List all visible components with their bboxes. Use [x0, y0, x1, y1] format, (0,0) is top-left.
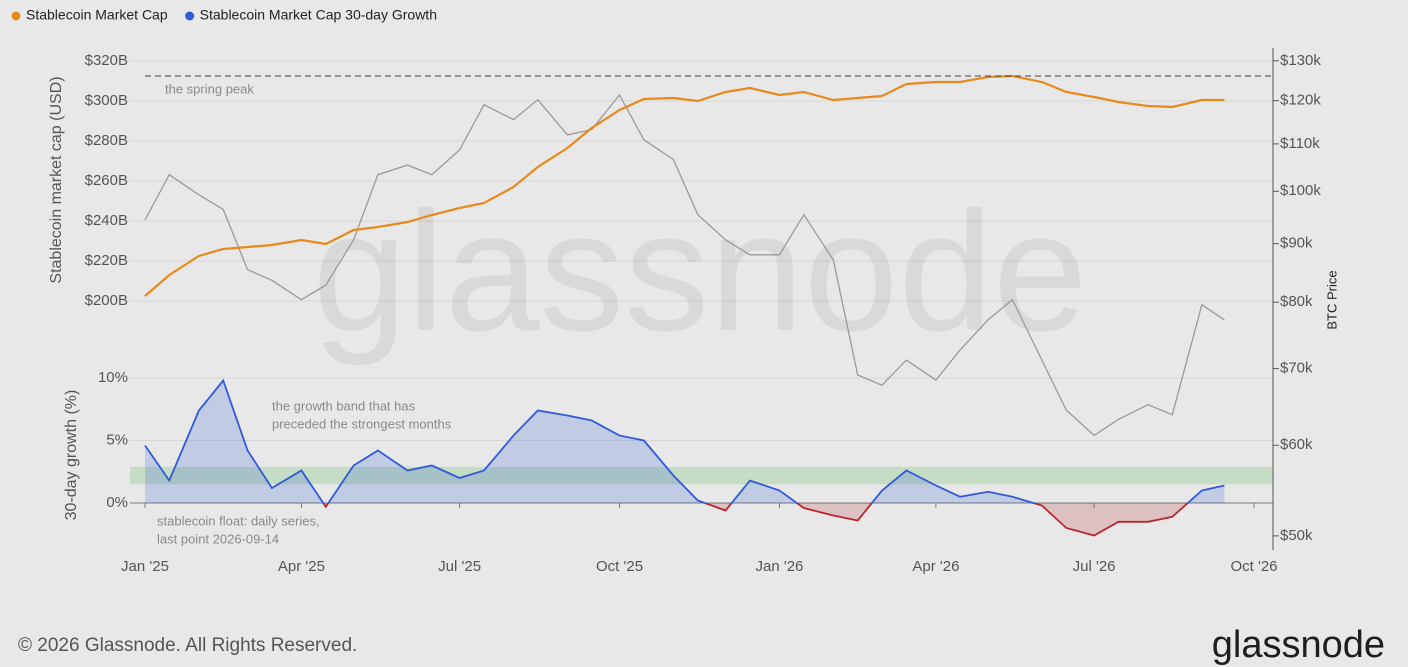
annotation: the growth band that has [272, 398, 416, 413]
footer: © 2026 Glassnode. All Rights Reserved. [18, 635, 357, 656]
x-tick-label: Jul '25 [438, 558, 481, 575]
y-tick-label: $300B [85, 92, 128, 109]
y2-tick-label: $100k [1280, 182, 1321, 199]
y2-axis-title: BTC Price [1324, 270, 1339, 329]
growth-band [130, 466, 1273, 485]
y-tick-label: $220B [85, 252, 128, 269]
y2-tick-label: $130k [1280, 52, 1321, 69]
growth-area-positive [145, 380, 1225, 503]
series-line [144, 93, 1225, 437]
y-tick-label: $260B [85, 172, 128, 189]
logo: glassnode [1212, 624, 1385, 666]
annotation: preceded the strongest months [272, 416, 452, 431]
growth-area-negative [145, 503, 1225, 536]
y-tick-label: $200B [85, 292, 128, 309]
x-tick-label: Apr '26 [912, 558, 959, 575]
legend-swatch [185, 11, 195, 21]
x-tick-label: Jul '26 [1073, 558, 1116, 575]
series-line [144, 74, 1225, 297]
x-tick-label: Oct '25 [596, 558, 643, 575]
y2-tick-label: $120k [1280, 92, 1321, 109]
y2-tick-label: $80k [1280, 293, 1313, 310]
y2-tick-label: $90k [1280, 235, 1313, 252]
legend-label: Stablecoin Market Cap [26, 7, 168, 23]
growth-line-positive [144, 378, 1225, 503]
y2-tick-label: $70k [1280, 360, 1313, 377]
y3-axis-title: 30-day growth (%) [63, 390, 80, 521]
y3-tick-label: 5% [106, 431, 128, 448]
x-tick-label: Jan '26 [756, 558, 804, 575]
y2-tick-label: $60k [1280, 436, 1313, 453]
annotation: the spring peak [165, 81, 254, 96]
y-axis-title: Stablecoin market cap (USD) [48, 76, 65, 283]
annotation: last point 2026-09-14 [157, 531, 279, 546]
y-tick-label: $280B [85, 132, 128, 149]
y3-tick-label: 10% [98, 369, 128, 386]
y-tick-label: $320B [85, 52, 128, 69]
y-tick-label: $240B [85, 212, 128, 229]
y2-tick-label: $110k [1280, 135, 1320, 152]
annotation: stablecoin float: daily series, [157, 513, 320, 528]
watermark: glassnode [312, 177, 1087, 367]
x-tick-label: Oct '26 [1230, 558, 1277, 575]
y2-tick-label: $50k [1280, 527, 1313, 544]
x-tick-label: Jan '25 [121, 558, 169, 575]
legend-label: Stablecoin Market Cap 30-day Growth [200, 7, 437, 23]
growth-line-negative [322, 503, 1190, 537]
x-tick-label: Apr '25 [278, 558, 325, 575]
y3-tick-label: 0% [106, 494, 128, 511]
legend-swatch [11, 11, 21, 21]
